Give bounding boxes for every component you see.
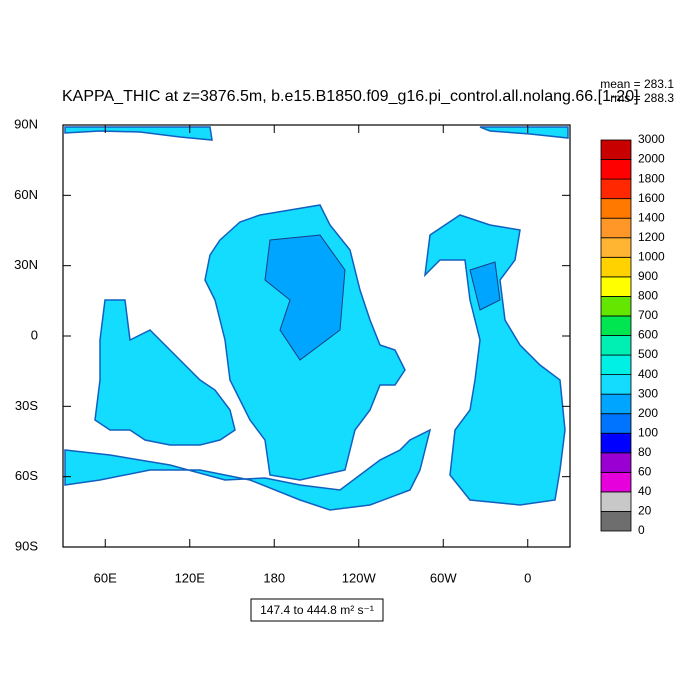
colorbar-box bbox=[600, 432, 632, 454]
colorbar-label: 3000 bbox=[638, 132, 665, 146]
ocean-region bbox=[64, 126, 213, 141]
colorbar-box bbox=[600, 511, 632, 532]
colorbar-box bbox=[600, 335, 632, 356]
colorbar-label: 400 bbox=[638, 367, 658, 381]
rms-label: rms = 288.3 bbox=[610, 91, 674, 105]
y-tick-label: 60N bbox=[14, 187, 38, 202]
colorbar-box bbox=[600, 491, 632, 512]
colorbar-label: 40 bbox=[638, 484, 652, 498]
colorbar-box bbox=[600, 452, 632, 473]
y-tick-label: 30S bbox=[15, 398, 38, 413]
colorbar-label: 500 bbox=[638, 347, 658, 361]
y-tick-label: 0 bbox=[31, 327, 38, 342]
colorbar-box bbox=[600, 471, 632, 493]
x-tick-label: 120E bbox=[175, 570, 206, 585]
range-box bbox=[250, 598, 384, 622]
colorbar-label: 1000 bbox=[638, 249, 665, 263]
colorbar-box bbox=[600, 276, 632, 297]
y-tick-label: 30N bbox=[14, 257, 38, 272]
title: KAPPA_THIC at z=3876.5m, b.e15.B1850.f09… bbox=[62, 88, 639, 105]
x-tick-label: 60E bbox=[94, 570, 117, 585]
colorbar-label: 300 bbox=[638, 386, 658, 400]
ocean-region bbox=[94, 299, 236, 446]
ocean-region bbox=[469, 261, 501, 311]
colorbar-label: 700 bbox=[638, 308, 658, 322]
y-tick-label: 90N bbox=[14, 116, 38, 131]
colorbar-box bbox=[600, 393, 632, 415]
colorbar-label: 1800 bbox=[638, 171, 665, 185]
y-tick-label: 60S bbox=[15, 468, 38, 483]
ocean-region bbox=[264, 234, 346, 361]
colorbar-label: 600 bbox=[638, 328, 658, 342]
colorbar-label: 20 bbox=[638, 504, 652, 518]
colorbar-label: 800 bbox=[638, 289, 658, 303]
colorbar-label: 80 bbox=[638, 445, 652, 459]
ocean-region bbox=[64, 428, 432, 511]
range-label: 147.4 to 444.8 m² s⁻¹ bbox=[260, 603, 374, 617]
colorbar-label: 100 bbox=[638, 425, 658, 439]
colorbar-label: 1400 bbox=[638, 210, 665, 224]
x-tick-label: 180 bbox=[263, 570, 285, 585]
ocean bbox=[64, 126, 569, 511]
colorbar-box bbox=[600, 374, 632, 395]
colorbar-label: 1600 bbox=[638, 191, 665, 205]
mean-label: mean = 283.1 bbox=[600, 77, 674, 91]
colorbar-box bbox=[600, 159, 632, 180]
colorbar-box bbox=[600, 198, 632, 219]
colorbar-label: 2000 bbox=[638, 152, 665, 166]
colorbar-box bbox=[600, 354, 632, 375]
colorbar-box bbox=[600, 315, 632, 336]
colorbar-label: 0 bbox=[638, 523, 645, 537]
colorbar-box bbox=[600, 256, 632, 278]
colorbar-label: 200 bbox=[638, 406, 658, 420]
colorbar-label: 1200 bbox=[638, 230, 665, 244]
x-tick-label: 0 bbox=[524, 570, 531, 585]
x-tick-label: 120W bbox=[342, 570, 377, 585]
colorbar-box bbox=[600, 217, 632, 239]
colorbar-box bbox=[600, 413, 632, 434]
ocean-region bbox=[479, 126, 569, 139]
colorbar-box bbox=[600, 237, 632, 258]
y-tick-label: 90S bbox=[15, 538, 38, 553]
colorbar-box bbox=[600, 139, 632, 160]
colorbar-box bbox=[600, 295, 632, 317]
colorbar-label: 900 bbox=[638, 269, 658, 283]
colorbar-box bbox=[600, 178, 632, 200]
ocean-region bbox=[423, 214, 566, 506]
colorbar-label: 60 bbox=[638, 465, 652, 479]
x-tick-label: 60W bbox=[430, 570, 457, 585]
